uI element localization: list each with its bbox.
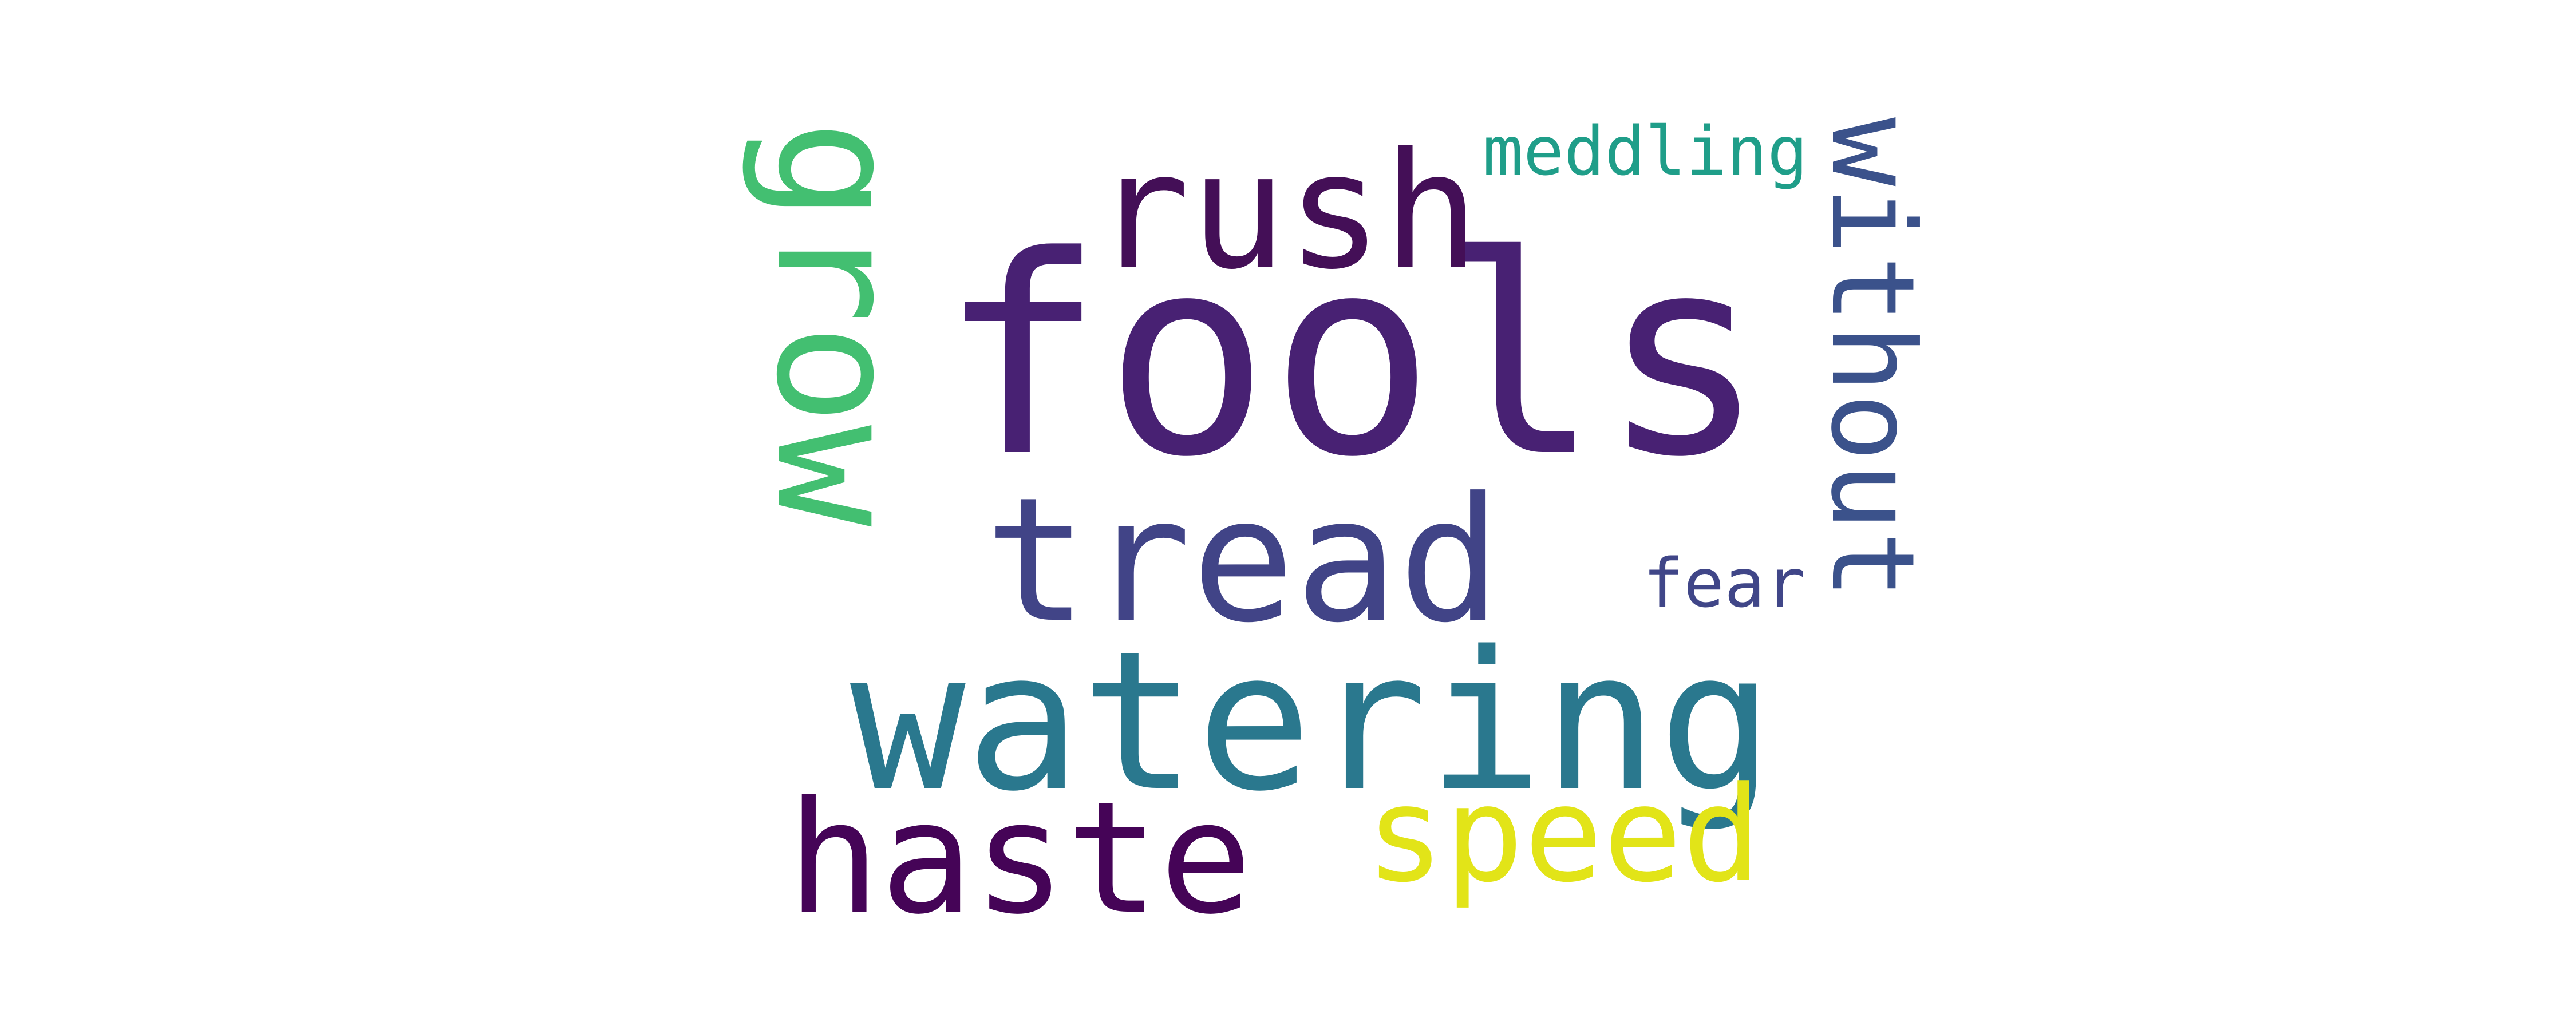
word-fear: fear xyxy=(1643,544,1806,623)
word-fools: fools xyxy=(939,197,1766,517)
word-meddling: meddling xyxy=(1483,112,1808,191)
word-rush: rush xyxy=(1093,118,1480,305)
word-without: without xyxy=(1805,117,1939,600)
word-grow: grow xyxy=(739,120,936,527)
word-speed: speed xyxy=(1365,759,1762,912)
word-tread: tread xyxy=(985,461,1502,660)
word-haste: haste xyxy=(787,768,1253,948)
word-watering: watering xyxy=(850,611,1774,834)
